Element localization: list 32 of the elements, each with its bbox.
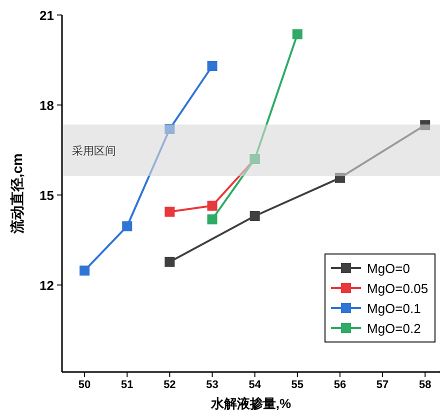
point [164,206,175,217]
y-tick-label: 18 [40,98,54,113]
point [207,200,218,211]
y-tick-label: 21 [40,8,54,23]
x-tick-label: 56 [334,379,346,391]
point [80,266,90,276]
point [207,214,218,224]
legend-label: MgO=0.1 [367,301,421,316]
legend-label: MgO=0.05 [367,281,428,296]
point [207,61,218,71]
x-axis-title: 水解液掺量,% [210,396,292,411]
legend-label: MgO=0 [367,261,410,276]
point [250,211,260,221]
point [122,221,132,232]
y-axis-title: 流动直径,cm [9,153,25,235]
x-tick-label: 51 [121,379,134,391]
x-tick-label: 50 [78,379,91,391]
y-tick-label: 15 [40,188,54,203]
point [420,120,430,130]
point [164,256,175,267]
x-tick-label: 52 [164,379,176,391]
legend-label: MgO=0.2 [367,321,421,336]
point [334,172,345,183]
x-tick-label: 57 [376,379,389,391]
y-tick-label: 12 [40,278,54,293]
x-tick-label: 53 [206,379,218,391]
x-tick-label: 54 [248,379,262,391]
point [164,124,175,134]
x-tick-label: 55 [291,379,304,391]
x-tick-label: 58 [418,379,432,391]
band-label: 采用区间 [72,144,116,158]
point [292,29,302,40]
